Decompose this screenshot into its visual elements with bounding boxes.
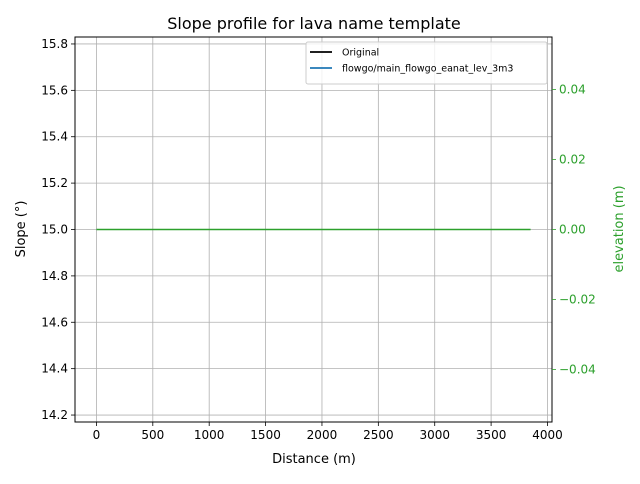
x-tick-label: 1500 [250,428,281,442]
y-tick-label: 15.2 [41,176,68,190]
x-tick-label: 3500 [476,428,507,442]
legend-box [305,41,548,85]
y-tick-label: 15.4 [41,130,68,144]
x-tick-label: 2000 [307,428,338,442]
y-tick-label: 14.2 [41,408,68,422]
y2-tick-label: 0.04 [559,83,586,97]
y-tick-label: 15.8 [41,37,68,51]
x-axis-ticks: 0 500 1000 1500 2000 2500 3000 3500 4000 [93,422,563,442]
y-tick-label: 15.0 [41,223,68,237]
y2-tick-label: 0.00 [559,223,586,237]
y2-tick-label: −0.02 [559,293,596,307]
x-tick-label: 4000 [532,428,563,442]
x-tick-label: 1000 [194,428,225,442]
x-tick-label: 3000 [419,428,450,442]
x-axis-label: Distance (m) [272,452,356,467]
legend-label: flowgo/main_flowgo_eanat_lev_3m3 [342,64,513,75]
x-tick-label: 2500 [363,428,394,442]
y2-tick-label: 0.02 [559,153,586,167]
x-tick-label: 500 [141,428,164,442]
x-tick-label: 0 [93,428,101,442]
legend-label: Original [342,48,379,59]
y-axis-label: Slope (°) [14,201,29,258]
y2-axis-ticks: −0.04 −0.02 0.00 0.02 0.04 [552,83,596,377]
y-axis-ticks: 14.2 14.4 14.6 14.8 15.0 15.2 15.4 15.6 15.8 [41,37,75,422]
y2-axis-label: elevation (m) [612,185,627,272]
y-tick-label: 14.8 [41,269,68,283]
chart-title: Slope profile for lava name template [167,14,460,33]
y-tick-label: 15.6 [41,83,68,97]
y2-tick-label: −0.04 [559,363,596,377]
legend: Original flowgo/main_flowgo_eanat_lev_3m3 [305,41,548,85]
y-tick-label: 14.6 [41,315,68,329]
y-tick-label: 14.4 [41,362,68,376]
